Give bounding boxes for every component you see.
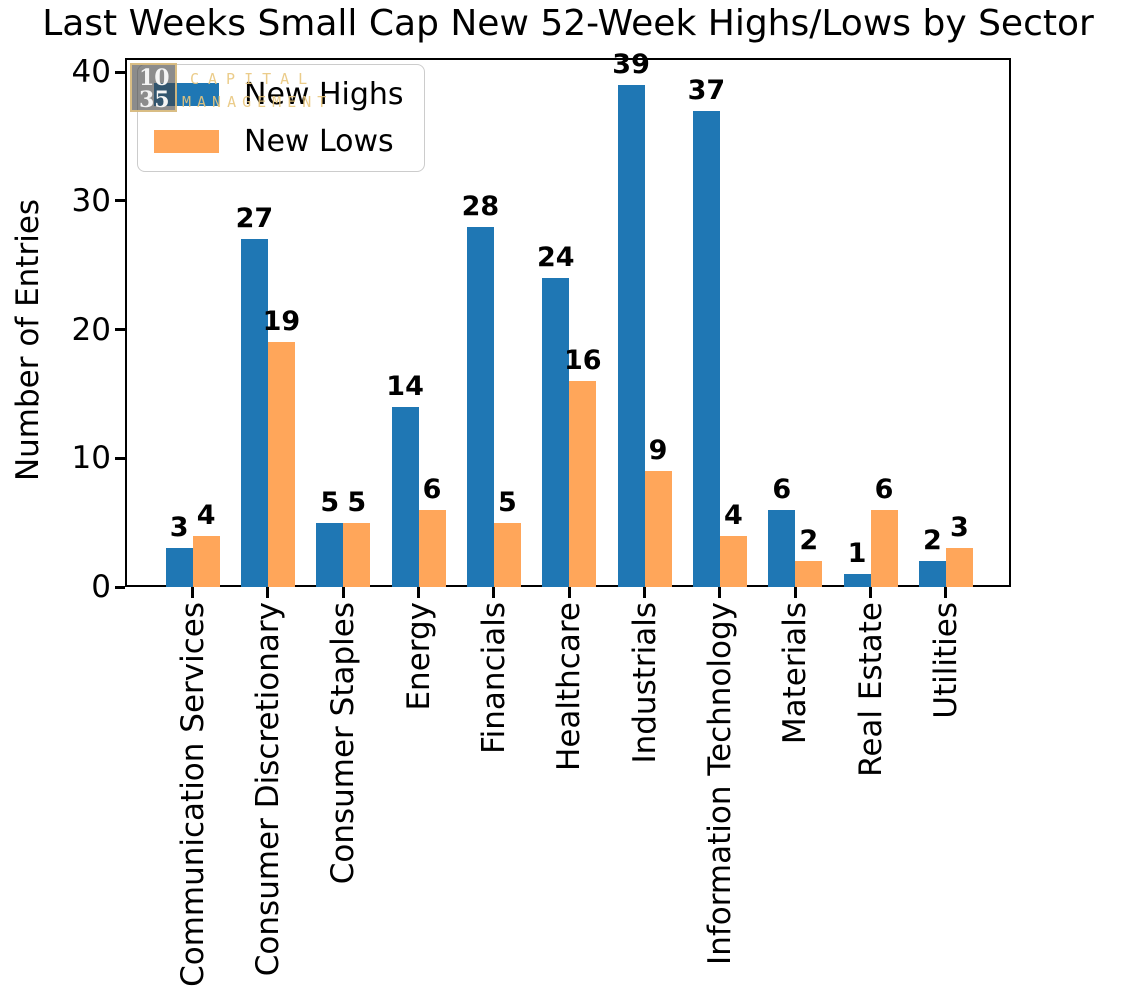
bar-value-new-lows-industrials: 9 [648, 435, 668, 467]
bar-new-lows-communication-services [192, 535, 220, 587]
watermark-word-management: MANAGEMENT [182, 93, 333, 111]
x-tick-mark [341, 587, 345, 598]
bar-value-new-lows-communication-services: 4 [196, 499, 216, 531]
legend: New Highs New Lows [137, 64, 425, 172]
bar-value-new-highs-information-technology: 37 [687, 74, 726, 106]
bar-value-new-lows-real-estate: 6 [874, 473, 894, 505]
x-tick-label-text: Healthcare [551, 602, 588, 771]
y-tick-label: 10 [71, 440, 111, 477]
bar-new-lows-utilities [945, 548, 973, 587]
y-tick-mark [115, 70, 125, 74]
x-tick-mark [793, 587, 797, 598]
bar-value-new-highs-healthcare: 24 [536, 242, 575, 274]
bar-value-new-lows-consumer-staples: 5 [347, 486, 367, 518]
bar-value-new-highs-real-estate: 1 [847, 538, 867, 570]
x-tick-label-text: Consumer Discretionary [249, 602, 286, 977]
bar-new-lows-consumer-discretionary [267, 342, 295, 587]
y-tick-label: 40 [71, 54, 111, 91]
y-tick-label: 30 [71, 182, 111, 219]
bar-new-lows-financials [493, 522, 521, 587]
bar-value-new-lows-consumer-discretionary: 19 [262, 306, 301, 338]
bar-new-lows-energy [418, 509, 446, 587]
bar-new-highs-communication-services [165, 548, 193, 587]
legend-swatch-new-lows [154, 130, 219, 153]
bar-new-highs-industrials [617, 85, 645, 587]
bar-new-highs-materials [768, 509, 796, 587]
legend-label-new-highs: New Highs [244, 76, 404, 112]
y-tick-label: 0 [91, 569, 111, 605]
x-tick-mark [266, 587, 270, 598]
bar-value-new-highs-materials: 6 [772, 473, 792, 505]
x-tick-label-utilities: Utilities [928, 602, 1045, 719]
bar-new-lows-materials [795, 561, 823, 587]
x-tick-label-text: Industrials [626, 602, 663, 764]
x-tick-mark [567, 587, 571, 598]
x-tick-mark [417, 587, 421, 598]
bar-new-lows-consumer-staples [343, 522, 371, 587]
x-tick-mark [718, 587, 722, 598]
y-tick-label: 20 [71, 311, 111, 348]
bar-new-highs-energy [391, 406, 419, 587]
bar-value-new-highs-utilities: 2 [922, 525, 942, 557]
bar-value-new-lows-utilities: 3 [949, 512, 969, 544]
x-tick-label-text: Materials [777, 602, 814, 745]
bar-new-lows-real-estate [870, 509, 898, 587]
chart-title: Last Weeks Small Cap New 52-Week Highs/L… [42, 3, 1094, 44]
bar-new-lows-industrials [644, 471, 672, 587]
bar-value-new-lows-healthcare: 16 [563, 345, 602, 377]
bar-value-new-highs-energy: 14 [386, 370, 424, 402]
y-tick-mark [115, 328, 125, 332]
x-tick-label-text: Real Estate [852, 602, 889, 777]
x-tick-label-text: Consumer Staples [325, 602, 362, 885]
bar-new-highs-healthcare [542, 278, 570, 587]
bar-new-lows-information-technology [719, 535, 747, 587]
bar-value-new-lows-materials: 2 [799, 525, 819, 557]
bar-value-new-lows-financials: 5 [498, 486, 517, 518]
bar-new-highs-financials [466, 226, 494, 587]
x-tick-label-text: Communication Services [174, 602, 211, 987]
watermark-number-bottom: 35 [139, 87, 170, 113]
watermark-word-capital: CAPITAL [190, 70, 317, 88]
x-tick-label-text: Energy [400, 602, 437, 711]
x-tick-mark [944, 587, 948, 598]
bar-new-highs-information-technology [692, 110, 720, 587]
bar-new-highs-utilities [918, 561, 946, 587]
bar-value-new-highs-financials: 28 [461, 190, 500, 222]
bar-value-new-highs-consumer-discretionary: 27 [235, 203, 274, 235]
x-tick-label-text: Financials [475, 602, 512, 754]
x-tick-label-text: Information Technology [701, 602, 738, 965]
bar-new-highs-consumer-staples [316, 522, 344, 587]
bar-value-new-lows-energy: 6 [422, 473, 442, 505]
x-tick-mark [191, 587, 195, 598]
watermark-number-top: 10 [139, 65, 170, 91]
bar-value-new-lows-information-technology: 4 [724, 499, 743, 531]
bar-new-lows-healthcare [569, 381, 597, 587]
y-tick-mark [115, 199, 125, 203]
bar-new-highs-consumer-discretionary [240, 239, 268, 587]
bar-value-new-highs-industrials: 39 [612, 49, 650, 81]
x-tick-mark [643, 587, 647, 598]
x-tick-label-text: Utilities [927, 602, 964, 719]
legend-item-new-lows: New Lows [154, 123, 408, 159]
y-tick-mark [115, 585, 125, 589]
x-tick-mark [869, 587, 873, 598]
x-tick-mark [492, 587, 496, 598]
bar-new-highs-real-estate [843, 574, 871, 587]
bar-value-new-highs-communication-services: 3 [169, 512, 189, 544]
watermark-badge: 10 35 [130, 63, 177, 112]
y-tick-mark [115, 456, 125, 460]
legend-label-new-lows: New Lows [244, 123, 394, 159]
bar-value-new-highs-consumer-staples: 5 [320, 486, 340, 518]
